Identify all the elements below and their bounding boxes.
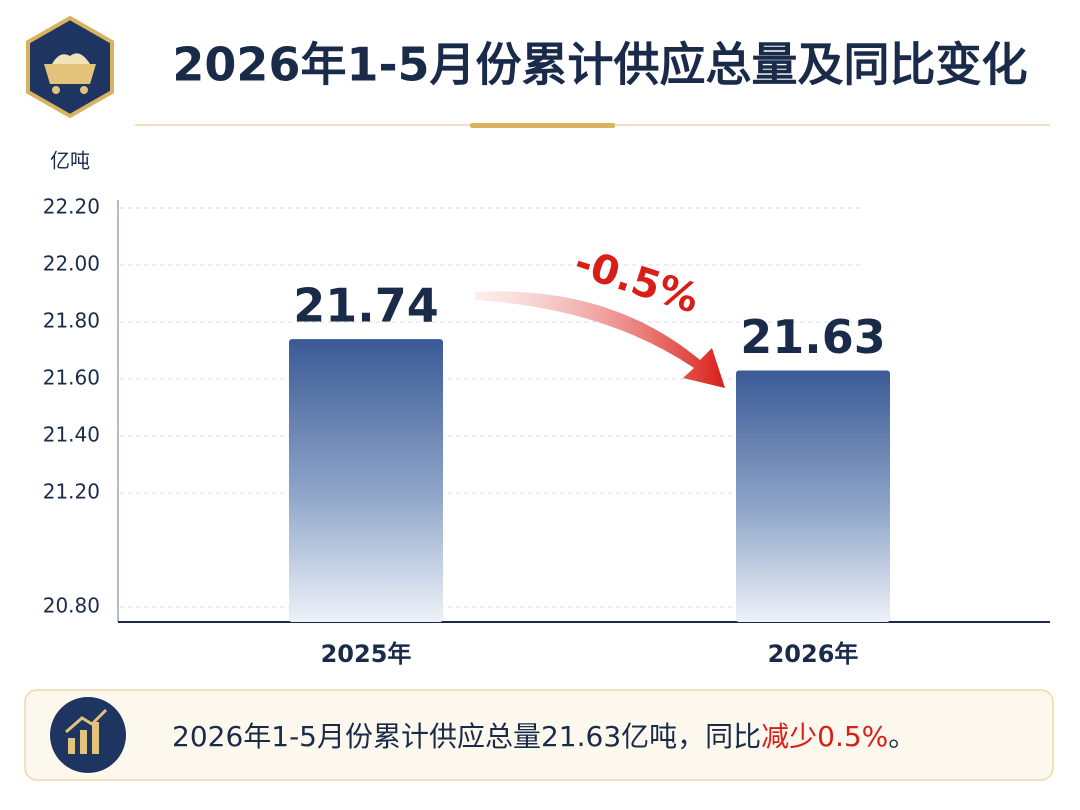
y-tick-label: 21.40 <box>43 423 100 447</box>
bar <box>289 339 443 622</box>
y-tick-label: 22.00 <box>43 252 100 276</box>
header-icon <box>26 15 114 119</box>
y-tick-label: 20.80 <box>43 594 100 618</box>
change-arrow <box>475 291 725 388</box>
chart-title: 2026年1-5月份累计供应总量及同比变化 <box>172 38 1027 92</box>
y-tick-label: 21.80 <box>43 309 100 333</box>
note-box <box>24 689 1054 781</box>
note-highlight: 减少0.5% <box>761 720 888 753</box>
title-accent <box>470 123 615 128</box>
value-label: 21.63 <box>740 310 886 364</box>
note-part: 。 <box>888 720 916 753</box>
value-label: 21.74 <box>293 279 439 333</box>
y-tick-label: 21.20 <box>43 480 100 504</box>
bar <box>736 370 890 622</box>
note-part: 2026年1-5月份累计供应总量21.63亿吨，同比 <box>172 720 761 753</box>
y-unit: 亿吨 <box>50 149 90 173</box>
x-tick-label: 2026年 <box>768 640 859 668</box>
plot: 20.80 21.20 21.40 21.60 21.80 22.00 22.20 21.74… <box>43 195 890 668</box>
y-tick-label: 22.20 <box>43 195 100 219</box>
x-tick-label: 2025年 <box>321 640 412 668</box>
note-text: 2026年1-5月份累计供应总量21.63亿吨，同比减少0.5%。 <box>172 720 916 753</box>
note-icon <box>50 697 126 773</box>
y-tick-label: 21.60 <box>43 366 100 390</box>
